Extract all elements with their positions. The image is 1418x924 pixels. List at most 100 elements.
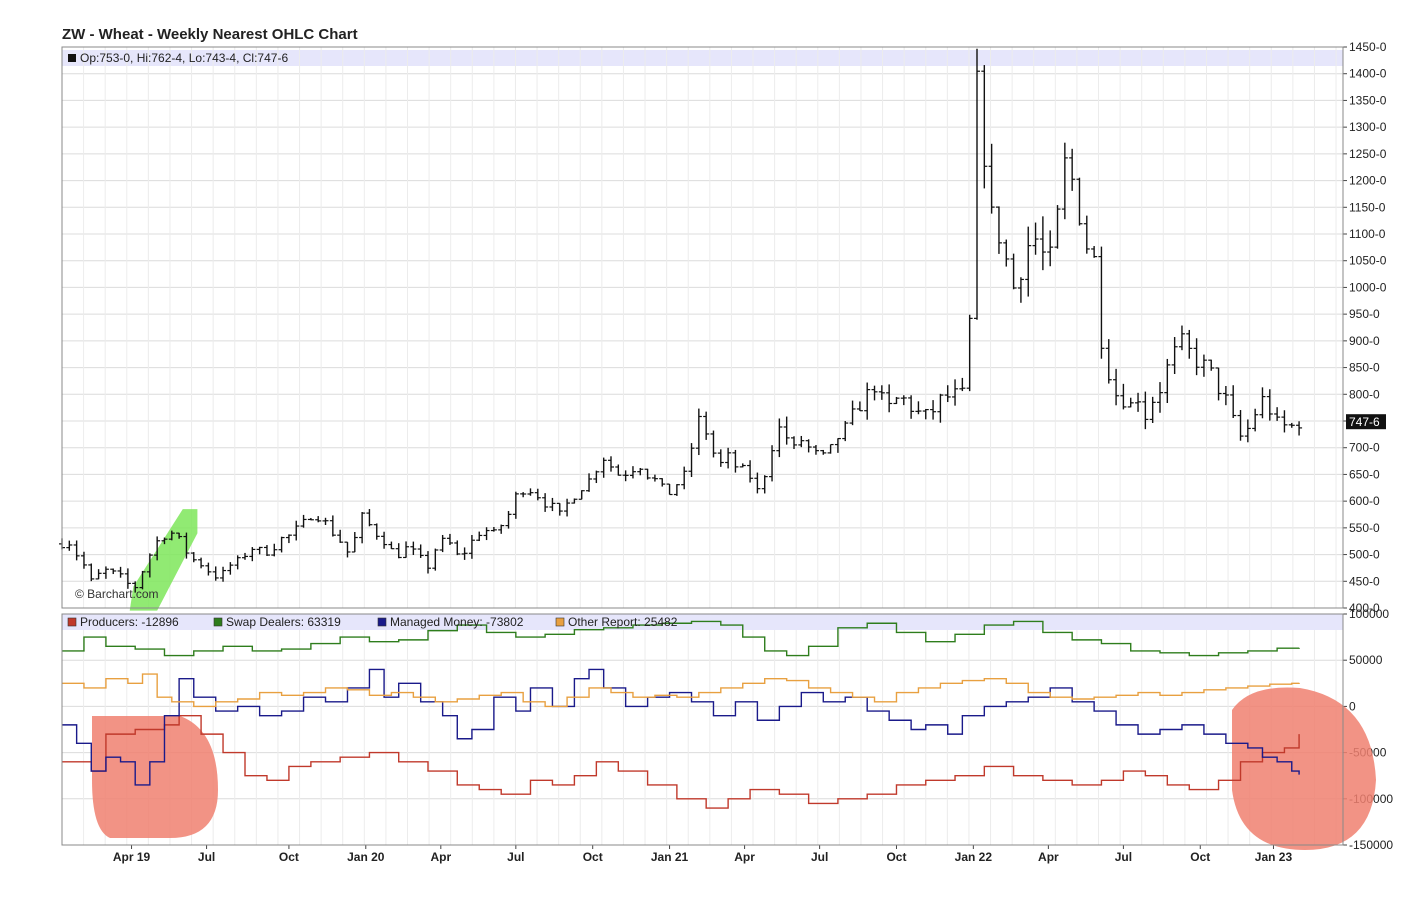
ohlc-bar xyxy=(959,377,966,392)
ohlc-bar xyxy=(1252,408,1259,432)
cot-legend-swatch-swap_dealers xyxy=(213,617,223,627)
ohlc-bar xyxy=(761,475,768,494)
cot-legend-swatch-managed_money xyxy=(377,617,387,627)
ohlc-bar xyxy=(344,541,351,558)
ohlc-bar xyxy=(1171,337,1178,375)
ohlc-bar xyxy=(930,400,937,420)
ohlc-bar xyxy=(476,531,483,542)
ohlc-bar xyxy=(337,529,344,543)
ohlc-bar xyxy=(600,457,607,478)
ohlc-bar xyxy=(644,468,651,480)
ohlc-bar xyxy=(373,523,380,540)
ohlc-bar xyxy=(285,534,292,544)
ohlc-bar xyxy=(593,470,600,484)
cot-series-producers xyxy=(62,714,1300,809)
cot-panel xyxy=(62,614,1343,845)
ohlc-bar xyxy=(1047,230,1054,267)
ohlc-bar xyxy=(388,541,395,550)
ohlc-bar xyxy=(198,557,205,569)
price-y-tick-label: 1400-0 xyxy=(1349,67,1387,81)
price-y-tick-label: 950-0 xyxy=(1349,307,1380,321)
x-tick-label: Jul xyxy=(198,850,215,864)
ohlc-bar xyxy=(315,516,322,523)
x-tick-label: Apr 19 xyxy=(113,850,151,864)
ohlc-bar xyxy=(1244,419,1251,443)
ohlc-bar xyxy=(1178,325,1185,351)
ohlc-bar xyxy=(102,566,109,579)
ohlc-bar xyxy=(944,385,951,403)
ohlc-bar xyxy=(827,443,834,454)
cot-series-swap_dealers xyxy=(62,620,1300,657)
ohlc-bar xyxy=(1076,177,1083,226)
ohlc-bar xyxy=(1237,410,1244,441)
ohlc-bar xyxy=(1149,396,1156,423)
ohlc-bar xyxy=(1054,205,1061,249)
ohlc-bar xyxy=(776,418,783,458)
ohlc-bar xyxy=(564,498,571,517)
ohlc-bar xyxy=(146,553,153,578)
ohlc-bar xyxy=(1142,391,1149,430)
price-legend-band xyxy=(62,50,1343,66)
ohlc-bar xyxy=(190,552,197,563)
ohlc-bar xyxy=(124,568,131,589)
ohlc-bar xyxy=(505,510,512,529)
x-tick-label: Oct xyxy=(583,850,603,864)
cot-frame xyxy=(61,613,1344,846)
price-y-tick-label: 1000-0 xyxy=(1349,280,1387,294)
ohlc-bar xyxy=(695,408,702,456)
ohlc-bar xyxy=(805,439,812,453)
ohlc-bar xyxy=(183,532,190,559)
price-panel xyxy=(62,47,1343,608)
ohlc-bar xyxy=(725,447,732,469)
ohlc-bar xyxy=(981,65,988,189)
ohlc-bar xyxy=(271,543,278,557)
cot-series-other_report xyxy=(62,673,1300,708)
cot-y-tick-label: 50000 xyxy=(1349,653,1383,667)
ohlc-bar xyxy=(1222,385,1229,406)
price-y-tick-label: 500-0 xyxy=(1349,548,1380,562)
cot-y-tick-label: 100000 xyxy=(1349,607,1389,621)
ohlc-bar xyxy=(717,449,724,467)
ohlc-bar xyxy=(417,544,424,558)
ohlc-bar xyxy=(498,524,505,534)
x-tick-label: Apr xyxy=(1038,850,1059,864)
ohlc-bar xyxy=(359,511,366,544)
ohlc-bar xyxy=(1017,277,1024,303)
price-frame xyxy=(61,46,1344,609)
ohlc-bar xyxy=(168,530,175,541)
x-tick-label: Jul xyxy=(507,850,524,864)
ohlc-bar xyxy=(908,395,915,419)
ohlc-bar xyxy=(1186,329,1193,359)
ohlc-bar xyxy=(1091,246,1098,258)
ohlc-bar xyxy=(1098,246,1105,359)
ohlc-bar xyxy=(747,460,754,483)
x-tick-label: Jul xyxy=(1115,850,1132,864)
ohlc-bar xyxy=(88,563,95,582)
ohlc-bar xyxy=(842,420,849,442)
price-y-tick-label: 900-0 xyxy=(1349,334,1380,348)
ohlc-bar xyxy=(110,568,117,575)
ohlc-bar xyxy=(637,467,644,476)
ohlc-bar xyxy=(1010,253,1017,290)
ohlc-bar xyxy=(886,384,893,413)
red-highlight-right xyxy=(1232,687,1376,850)
ohlc-bar xyxy=(139,570,146,590)
ohlc-bar xyxy=(212,566,219,581)
x-tick-label: Jan 21 xyxy=(651,850,689,864)
ohlc-bar xyxy=(490,526,497,532)
cot-legend-other_report: Other Report: 25482 xyxy=(568,615,678,629)
ohlc-bar xyxy=(1274,407,1281,421)
ohlc-bar xyxy=(249,547,256,562)
ohlc-bar xyxy=(769,445,776,482)
ohlc-bar xyxy=(1113,368,1120,406)
ohlc-bar xyxy=(242,552,248,560)
ohlc-bar xyxy=(783,416,790,445)
price-y-tick-label: 1450-0 xyxy=(1349,40,1387,54)
price-y-tick-label: 850-0 xyxy=(1349,361,1380,375)
ohlc-bar xyxy=(629,466,636,479)
ohlc-bar xyxy=(586,473,593,492)
ohlc-bar xyxy=(900,395,907,406)
ohlc-bar xyxy=(446,533,453,545)
price-y-tick-label: 550-0 xyxy=(1349,521,1380,535)
x-tick-label: Jan 22 xyxy=(955,850,993,864)
